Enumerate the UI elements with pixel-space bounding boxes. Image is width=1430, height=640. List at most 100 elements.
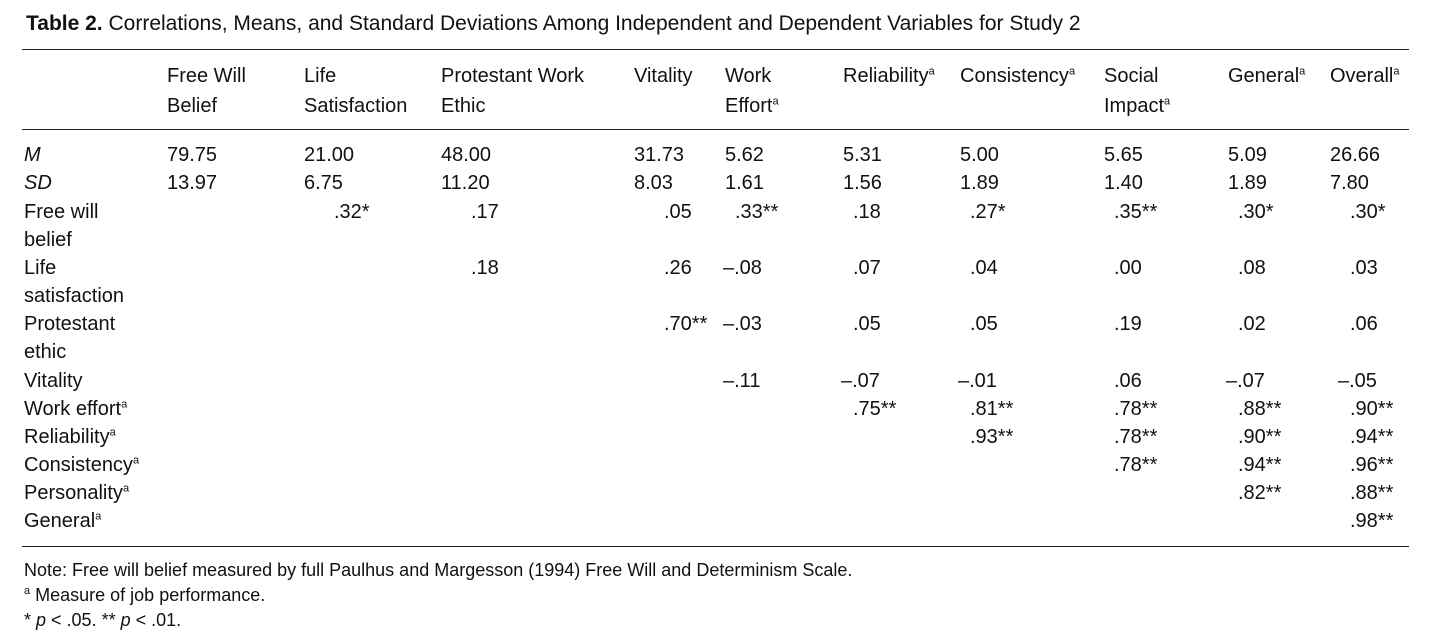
- row-label-superscript: a: [122, 482, 130, 495]
- row-label: Work efforta: [24, 395, 164, 423]
- column-header-superscript: a: [1068, 65, 1076, 78]
- column-header-line2: Belief: [167, 91, 246, 121]
- column-header-superscript: a: [772, 95, 779, 108]
- table-caption-text: Correlations, Means, and Standard Deviat…: [108, 12, 1081, 35]
- table-cell: .94**: [1238, 454, 1282, 476]
- table-cell: .27*: [970, 201, 1006, 223]
- column-header-line2: Reliabilitya: [843, 61, 935, 91]
- table-cell: .00: [1114, 257, 1142, 279]
- row-label-text: Work effort: [24, 398, 122, 420]
- column-header-superscript: a: [1393, 65, 1400, 78]
- row-label-text: Free will: [24, 201, 99, 223]
- column-header-line2: Generala: [1228, 61, 1305, 91]
- column-header-line2: Satisfaction: [304, 91, 407, 121]
- table-cell: .81**: [970, 398, 1014, 420]
- column-header-label: Vitality: [634, 65, 693, 87]
- column-header-label: Effort: [725, 95, 773, 117]
- row-label-text: Vitality: [24, 370, 83, 392]
- table-cell: 13.97: [167, 172, 218, 194]
- row-label: Life satisfaction: [24, 254, 164, 310]
- table-cell: 1.56: [843, 172, 882, 194]
- table-cell: .33**: [735, 201, 779, 223]
- column-header-line2: Impacta: [1104, 91, 1170, 121]
- row-label-text-line2: ethic: [24, 341, 67, 363]
- row-label-superscript: a: [109, 426, 116, 439]
- column-header-line2: Ethic: [441, 91, 584, 121]
- row-label: Free will belief: [24, 198, 164, 254]
- column-header-label: Reliability: [843, 65, 929, 87]
- row-label-text-line2: belief: [24, 229, 72, 251]
- column-header: Social Impacta: [1104, 61, 1170, 121]
- table-cell: .30*: [1238, 201, 1274, 223]
- table-cell: .78**: [1114, 454, 1158, 476]
- row-label: Vitality: [24, 367, 164, 395]
- table-cell: .04: [970, 257, 998, 279]
- row-label: Reliabilitya: [24, 423, 164, 451]
- column-header: Reliabilitya: [843, 61, 935, 91]
- column-header-superscript: a: [1164, 95, 1171, 108]
- table-bottom-rule: [22, 546, 1409, 547]
- column-header-label: Consistency: [960, 65, 1069, 87]
- table-cell: 5.00: [960, 144, 999, 166]
- table-cell: –.07: [841, 370, 880, 392]
- column-header: Free Will Belief: [167, 61, 246, 121]
- table-cell: .98**: [1350, 510, 1394, 532]
- column-header-line2: Consistencya: [960, 61, 1075, 91]
- table-cell: 26.66: [1330, 144, 1381, 166]
- table-cell: .06: [1350, 313, 1378, 335]
- column-header-line1: Free Will: [167, 65, 246, 87]
- table-cell: .17: [471, 201, 499, 223]
- row-label: Personalitya: [24, 479, 164, 507]
- row-label: M: [24, 141, 164, 169]
- column-header: Protestant Work Ethic: [441, 61, 584, 121]
- table-cell: 5.62: [725, 144, 764, 166]
- table-cell: .90**: [1350, 398, 1394, 420]
- table-cell: 8.03: [634, 172, 673, 194]
- table-cell: .32*: [334, 201, 370, 223]
- table-cell: .19: [1114, 313, 1142, 335]
- table-cell: .35**: [1114, 201, 1158, 223]
- table-cell: .03: [1350, 257, 1378, 279]
- table-cell: .30*: [1350, 201, 1386, 223]
- column-header-line2: Vitality: [634, 61, 693, 91]
- table-cell: 1.89: [1228, 172, 1267, 194]
- table-cell: .78**: [1114, 398, 1158, 420]
- table-cell: .18: [471, 257, 499, 279]
- table-cell: 1.40: [1104, 172, 1143, 194]
- table-cell: 6.75: [304, 172, 343, 194]
- column-header: Generala: [1228, 61, 1305, 91]
- table-cell: .96**: [1350, 454, 1394, 476]
- row-label: Consistencya: [24, 451, 164, 479]
- row-label-text: SD: [24, 172, 52, 194]
- row-label: SD: [24, 169, 164, 197]
- table-cell: –.08: [723, 257, 762, 279]
- row-label-superscript: a: [132, 454, 140, 467]
- table-cell: 21.00: [304, 144, 355, 166]
- table-cell: .05: [664, 201, 692, 223]
- table-cell: .88**: [1238, 398, 1282, 420]
- column-header-line1: Life: [304, 65, 337, 87]
- row-label-superscript: a: [95, 510, 102, 523]
- table-cell: .02: [1238, 313, 1266, 335]
- table-cell: 7.80: [1330, 172, 1369, 194]
- column-header-line2: Overalla: [1330, 61, 1399, 91]
- table-cell: .06: [1114, 370, 1142, 392]
- column-header-superscript: a: [928, 65, 935, 78]
- column-header: Overalla: [1330, 61, 1399, 91]
- column-header: Life Satisfaction: [304, 61, 407, 121]
- table-cell: .75**: [853, 398, 897, 420]
- column-header: Vitality: [634, 61, 693, 91]
- row-label-superscript: a: [121, 398, 128, 411]
- table-cell: .78**: [1114, 426, 1158, 448]
- column-header-label: General: [1228, 65, 1300, 87]
- column-header-line2: Efforta: [725, 91, 779, 121]
- table-cell: –.05: [1338, 370, 1377, 392]
- table-cell: .93**: [970, 426, 1014, 448]
- table-cell: 1.89: [960, 172, 999, 194]
- table-top-rule: [22, 49, 1409, 50]
- row-label-text: Life: [24, 257, 57, 279]
- table-cell: .82**: [1238, 482, 1282, 504]
- table-footnote-a: a Measure of job performance.: [24, 585, 266, 605]
- table-caption-label: Table 2.: [26, 12, 103, 35]
- row-label-text: Protestant: [24, 313, 116, 335]
